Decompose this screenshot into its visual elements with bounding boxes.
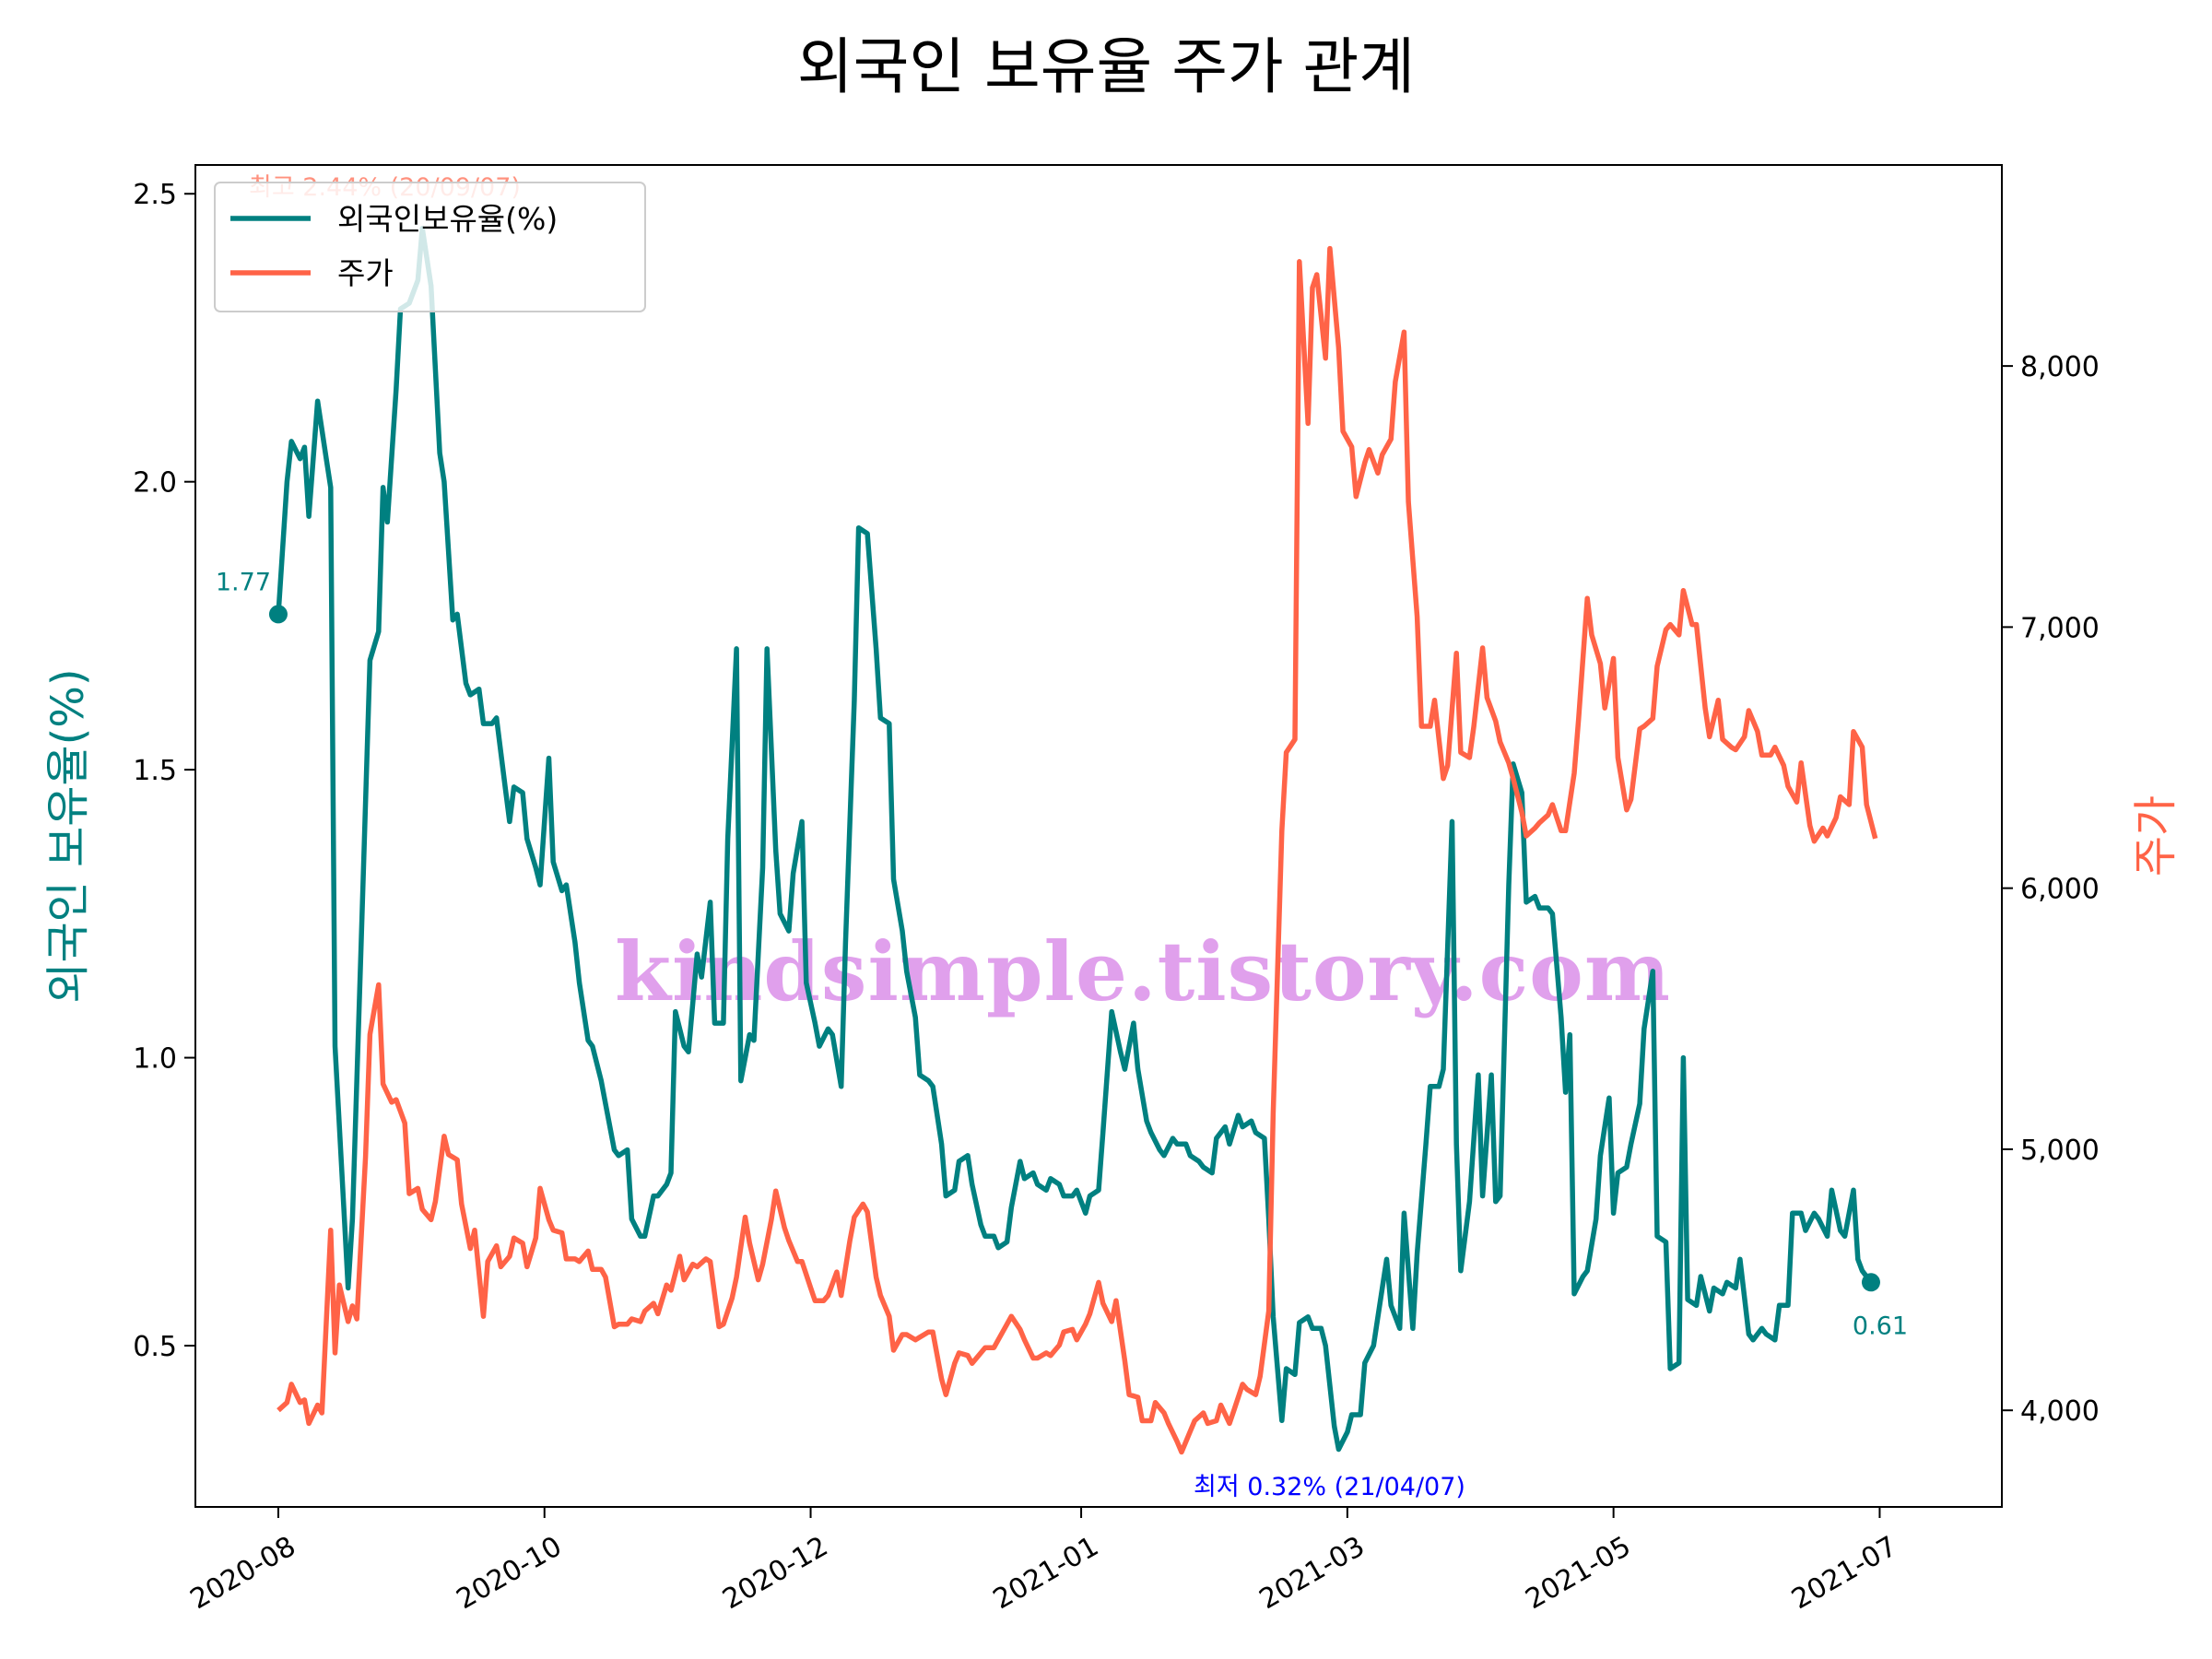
series-line-ownership [276,225,1874,1453]
x-tick-label: 2020-12 [717,1530,833,1616]
left-axis-title: 외국인 보유율(%) [42,668,94,1003]
x-tick-label: 2020-10 [451,1530,567,1616]
legend-label: 외국인보유율(%) [337,201,558,237]
right-tick-label: 8,000 [2020,351,2100,383]
x-tick-label: 2021-01 [988,1530,1104,1616]
min-annotation: 최저 0.32% (21/04/07) [1194,1473,1465,1501]
end-value-label: 0.61 [1853,1312,1908,1340]
plot-area [195,165,2002,1507]
x-tick-label: 2021-05 [1520,1530,1636,1616]
series-line-price [276,245,1878,1455]
plot-frame [194,164,2003,1508]
chart-title: 외국인 보유율 주가 관계 [797,31,1415,102]
x-tick-label: 2021-07 [1786,1530,1902,1616]
x-tick-label: 2021-03 [1254,1530,1371,1616]
right-tick-label: 5,000 [2020,1135,2100,1167]
left-tick-label: 0.5 [133,1331,177,1363]
right-tick-label: 6,000 [2020,874,2100,906]
left-tick-label: 1.5 [133,755,177,787]
start-point-marker [268,605,288,624]
watermark-text: kindsimple.tistory.com [615,924,1671,1019]
legend: 외국인보유율(%) 주가 [214,182,646,312]
left-tick-label: 2.5 [133,179,177,211]
right-tick-label: 4,000 [2020,1395,2100,1428]
legend-label: 주가 [337,255,394,291]
legend-box [214,182,646,312]
right-tick-label: 7,000 [2020,612,2100,644]
end-point-marker [1861,1273,1880,1292]
left-tick-label: 1.0 [133,1043,177,1076]
start-value-label: 1.77 [216,568,271,596]
right-axis-title: 주가 [2130,795,2182,877]
left-tick-label: 2.0 [133,467,177,500]
x-tick-label: 2020-08 [185,1530,301,1616]
